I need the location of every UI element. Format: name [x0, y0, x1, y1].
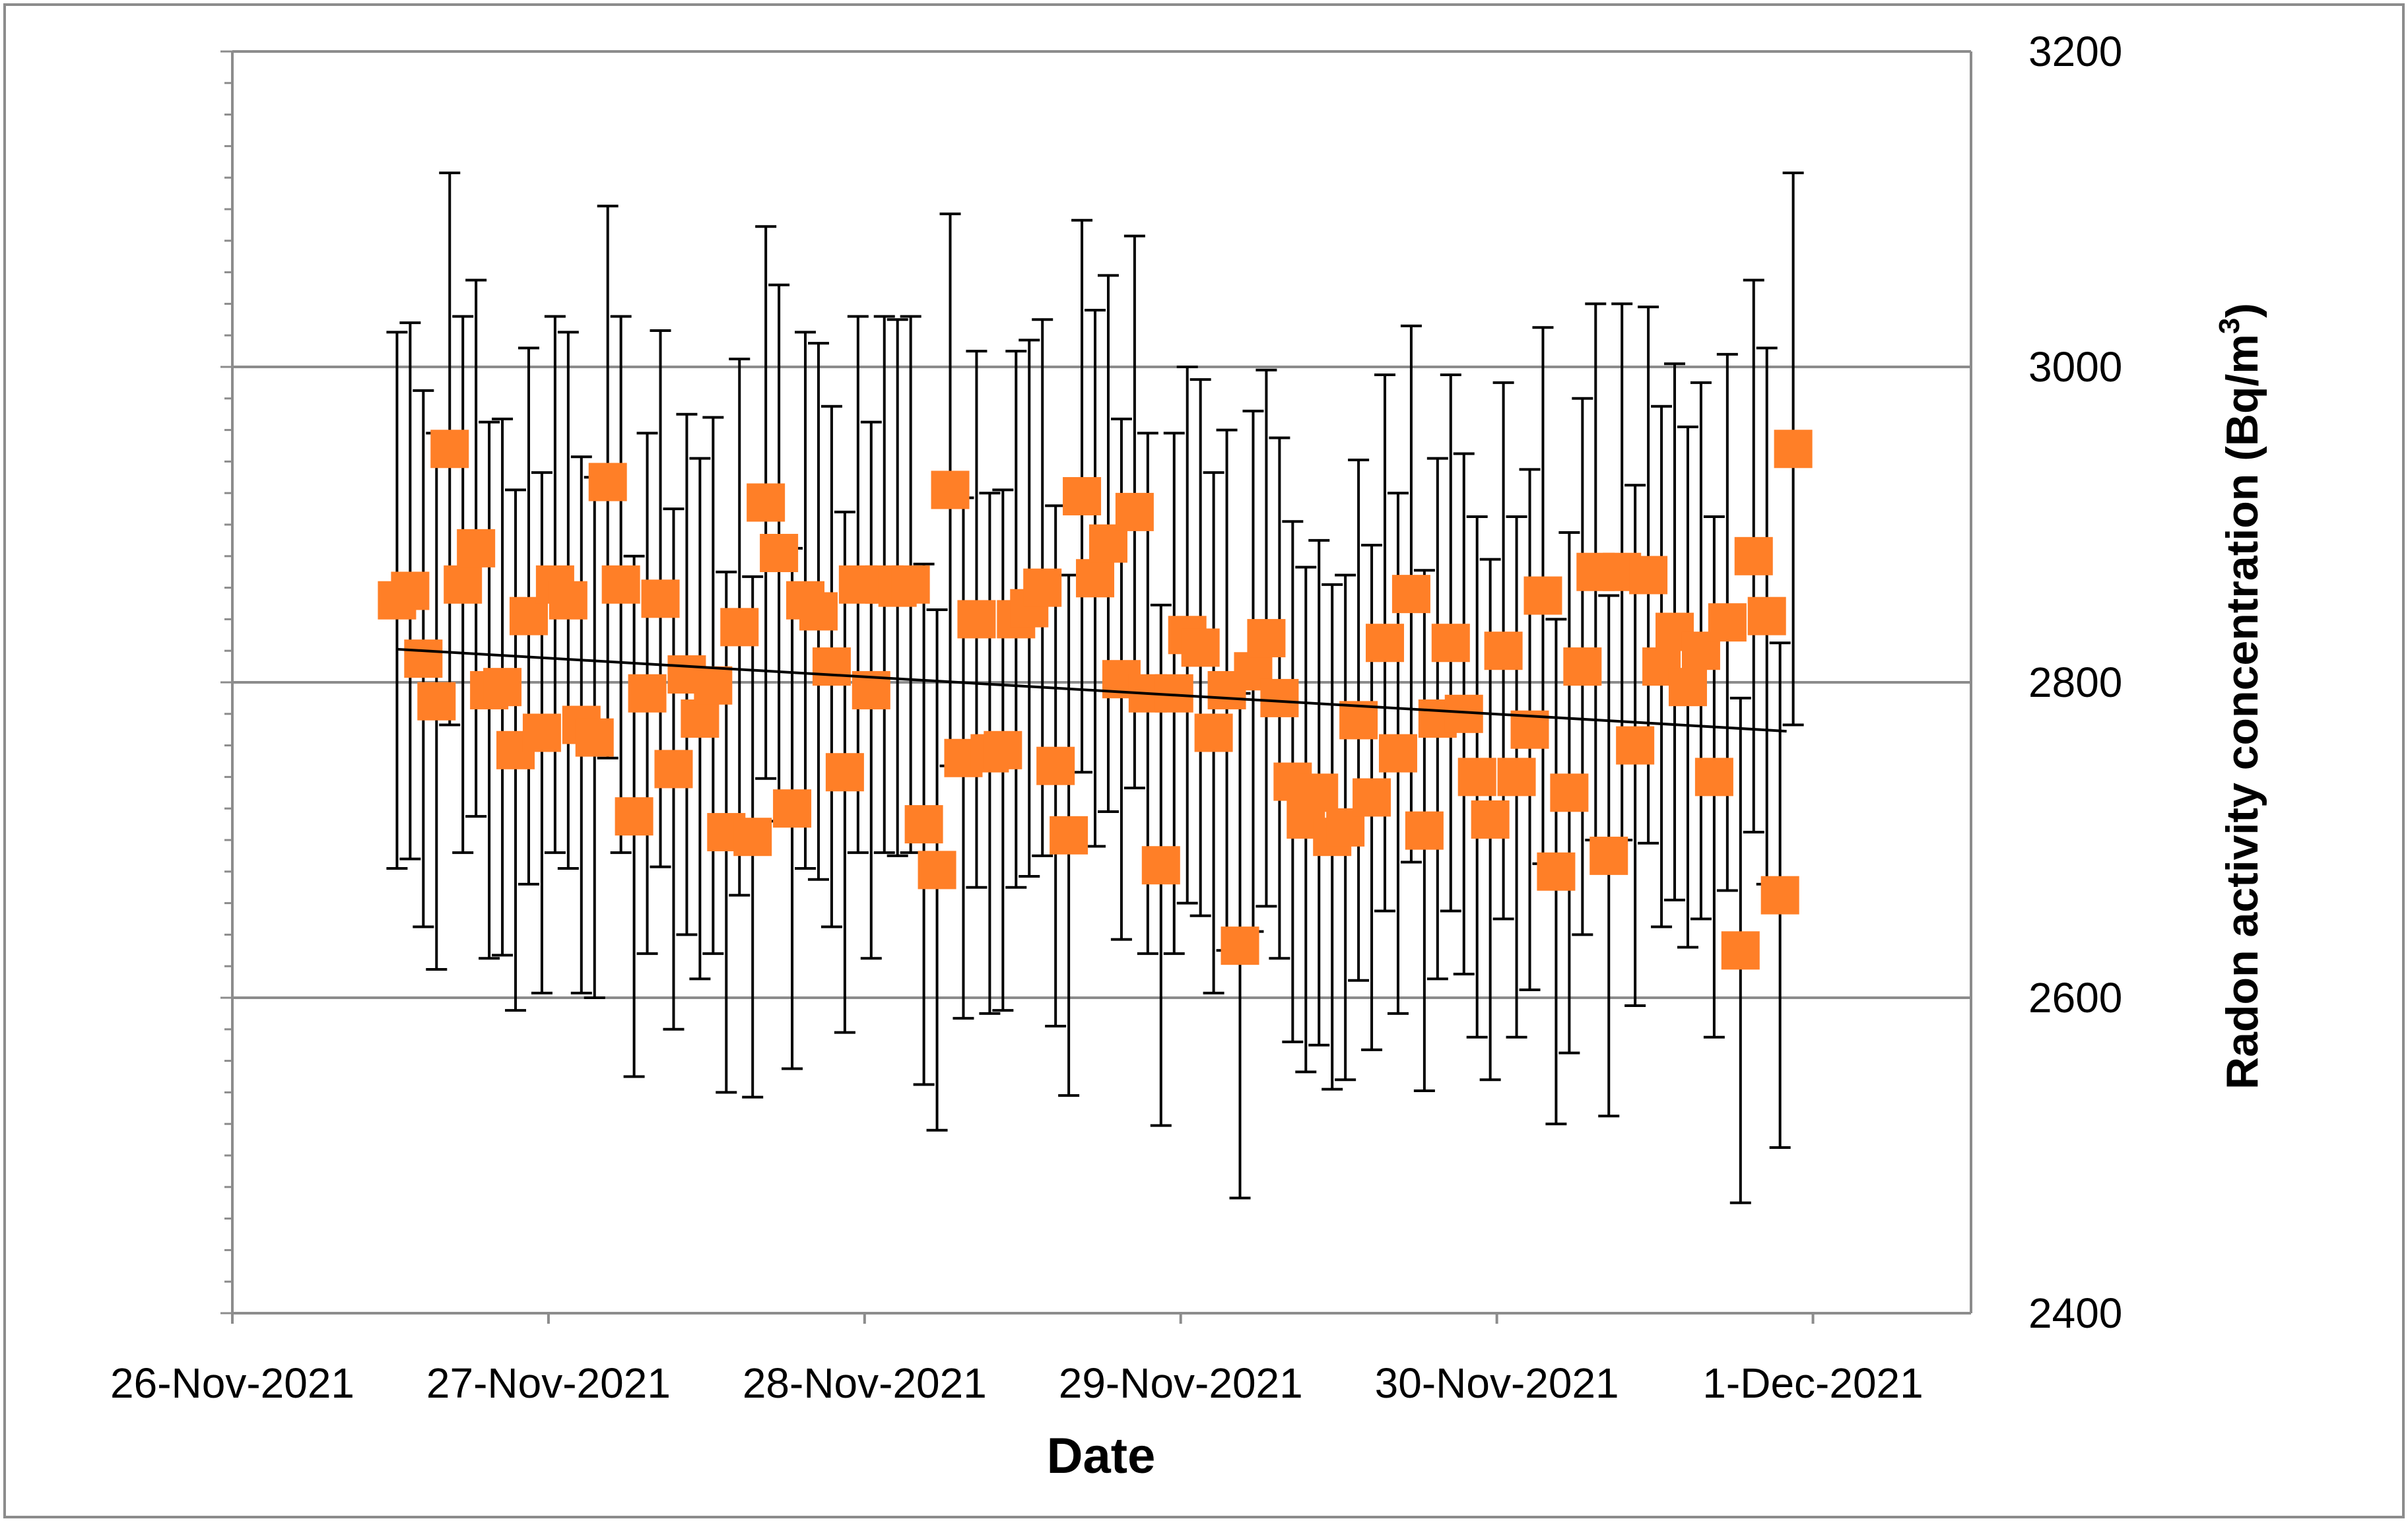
data-point	[733, 818, 772, 857]
data-point	[575, 718, 614, 757]
data-point	[391, 571, 430, 610]
trendline-group	[397, 647, 1787, 733]
data-point	[720, 608, 759, 647]
data-point	[483, 668, 522, 707]
data-point	[654, 750, 693, 789]
y-axis-title-main: Radon activity concentration (Bq/m	[2217, 334, 2267, 1089]
data-point	[694, 666, 733, 705]
data-point	[1194, 713, 1233, 752]
data-point	[1036, 746, 1075, 785]
x-tick-label: 26-Nov-2021	[110, 1359, 354, 1407]
axis-labels: Date Radon activity concentration (Bq/m3…	[110, 28, 2267, 1484]
y-axis-title-close: )	[2217, 303, 2267, 318]
x-tick-label: 30-Nov-2021	[1375, 1359, 1619, 1407]
data-point	[444, 565, 483, 604]
data-point	[1747, 597, 1786, 635]
y-tick-label: 2600	[2028, 974, 2122, 1022]
data-point	[549, 581, 587, 620]
axes	[220, 50, 1972, 1324]
x-axis-title: Date	[1047, 1428, 1156, 1484]
data-point	[1391, 575, 1430, 614]
data-point	[1708, 603, 1747, 642]
trendline	[397, 647, 1787, 733]
y-axis-title-superscript: 3	[2213, 318, 2246, 334]
data-point	[1589, 836, 1628, 875]
data-point	[1300, 773, 1339, 812]
data-point	[588, 463, 627, 502]
y-axis-title: Radon activity concentration (Bq/m3)	[2213, 303, 2267, 1089]
data-point	[1550, 773, 1589, 812]
data-point	[1353, 778, 1391, 817]
data-point	[1050, 816, 1088, 855]
data-point	[1734, 536, 1773, 575]
x-tick-label: 29-Nov-2021	[1059, 1359, 1303, 1407]
x-tick-label: 1-Dec-2021	[1702, 1359, 1923, 1407]
data-point	[904, 805, 943, 844]
data-point	[891, 565, 930, 604]
data-point	[1260, 678, 1299, 717]
data-point	[1523, 576, 1562, 615]
data-point	[1431, 624, 1470, 663]
data-point	[628, 674, 667, 713]
data-point	[773, 789, 812, 828]
data-point	[931, 470, 970, 509]
data-point	[799, 592, 838, 631]
y-tick-label: 2800	[2028, 659, 2122, 706]
data-point	[1366, 624, 1405, 663]
data-point	[681, 699, 719, 738]
y-tick-label: 3200	[2028, 28, 2122, 75]
data-point	[918, 851, 956, 890]
data-point	[1694, 758, 1733, 796]
data-point	[1497, 758, 1536, 796]
data-point	[404, 639, 443, 678]
data-point	[1063, 476, 1102, 515]
data-point	[1247, 619, 1286, 658]
data-point	[457, 529, 496, 568]
chart-outer-frame	[3, 3, 2405, 1518]
data-point	[1721, 931, 1760, 970]
x-tick-label: 28-Nov-2021	[743, 1359, 987, 1407]
data-point	[760, 534, 799, 573]
data-point	[1774, 430, 1813, 469]
y-tick-label: 3000	[2028, 343, 2122, 391]
data-point	[1616, 726, 1655, 765]
data-point	[812, 647, 851, 686]
data-point	[1537, 852, 1576, 891]
data-markers	[378, 430, 1813, 970]
data-point	[430, 430, 469, 469]
data-point	[417, 682, 456, 721]
data-point	[1405, 811, 1444, 850]
data-point	[1760, 876, 1799, 915]
data-point	[601, 565, 640, 604]
data-point	[1141, 846, 1180, 885]
data-point	[1563, 647, 1602, 686]
data-point	[1378, 734, 1417, 773]
data-point	[984, 730, 1022, 769]
data-point	[1668, 668, 1707, 707]
data-point	[641, 579, 680, 618]
data-point	[615, 797, 653, 836]
data-point	[1221, 926, 1259, 965]
data-point	[1115, 492, 1154, 531]
data-point	[957, 600, 996, 639]
x-tick-label: 27-Nov-2021	[426, 1359, 671, 1407]
data-point	[1076, 559, 1115, 598]
data-point	[1484, 632, 1523, 670]
y-tick-label: 2400	[2028, 1289, 2122, 1337]
data-point	[747, 483, 786, 522]
data-point	[1181, 628, 1220, 667]
data-point	[825, 753, 864, 792]
data-point	[1471, 800, 1510, 839]
data-point	[1457, 758, 1496, 796]
data-point	[1023, 568, 1062, 607]
data-point	[1629, 556, 1668, 595]
data-point	[522, 713, 561, 752]
